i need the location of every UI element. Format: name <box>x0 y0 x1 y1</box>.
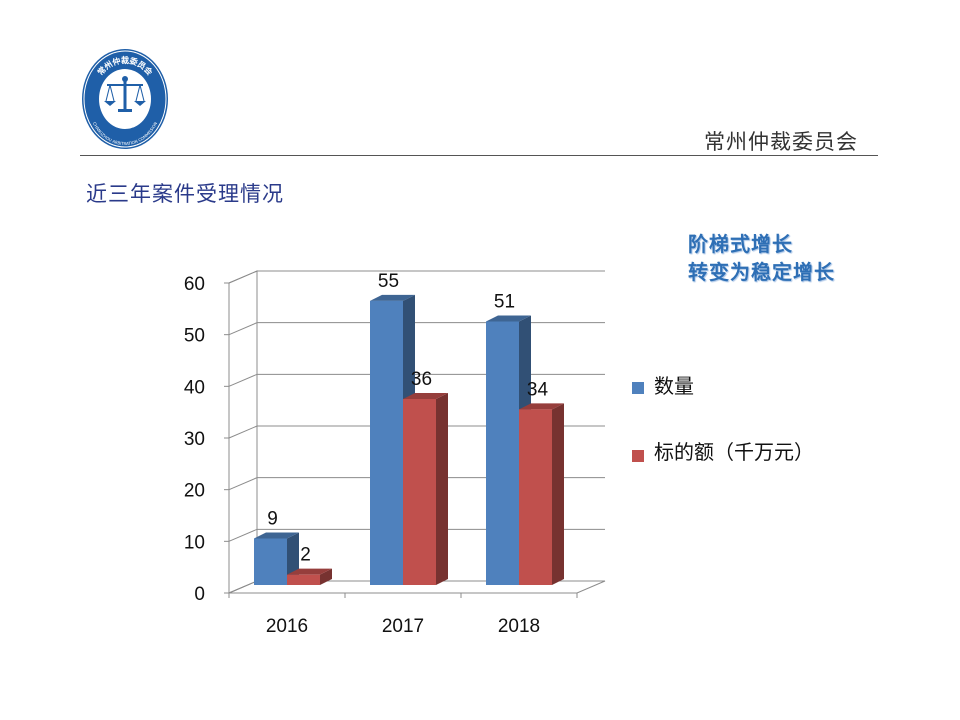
data-label: 34 <box>527 379 549 400</box>
y-tick-label: 20 <box>184 481 205 502</box>
y-tick-label: 0 <box>194 584 205 605</box>
y-tick-label: 40 <box>184 377 205 398</box>
bar-top <box>403 393 448 399</box>
bar-top <box>254 532 299 539</box>
y-tick-label: 30 <box>184 429 205 450</box>
bar <box>254 532 299 585</box>
bar-top <box>370 294 415 301</box>
legend-swatch-amount <box>632 450 644 462</box>
bar-front <box>254 538 287 585</box>
chart-labels: 0 10 20 30 40 50 60 2016 9 2 2017 55 36 2018 51 34 <box>184 271 549 637</box>
data-label: 36 <box>411 369 432 390</box>
legend-swatch-count <box>632 382 644 394</box>
y-tick-label: 10 <box>184 532 205 553</box>
y-tick-label: 60 <box>184 274 205 295</box>
gridline <box>228 322 605 336</box>
bar-side <box>552 403 564 585</box>
x-tick-label: 2016 <box>266 616 308 637</box>
x-tick-label: 2018 <box>498 616 540 637</box>
bar-front <box>486 321 519 585</box>
gridline <box>228 270 605 284</box>
bar-front <box>519 409 552 585</box>
callout-text: 阶梯式增长 转变为稳定增长 <box>688 230 835 286</box>
data-label: 2 <box>300 545 311 566</box>
data-label: 9 <box>267 509 278 530</box>
data-label: 55 <box>378 271 399 292</box>
bar-side <box>320 568 332 585</box>
bar-front <box>370 300 403 585</box>
arbitration-commission-logo: 常州仲裁委员会 CHANGZHOU ARBITRATION COMMISSION <box>82 49 168 149</box>
y-tick-label: 50 <box>184 326 205 347</box>
chart-bars <box>254 294 564 585</box>
bar <box>403 393 448 585</box>
bar-front <box>287 574 320 585</box>
x-tick-label: 2017 <box>382 616 424 637</box>
bar-side <box>436 393 448 585</box>
section-title: 近三年案件受理情况 <box>86 182 284 206</box>
bar-top <box>486 315 531 322</box>
chart-axes <box>224 282 578 598</box>
bar-top <box>287 568 332 575</box>
data-label: 51 <box>494 292 515 313</box>
organization-name: 常州仲裁委员会 <box>704 130 858 154</box>
bar-front <box>403 399 436 585</box>
bar <box>287 568 332 585</box>
legend-label-count: 数量 <box>654 374 694 398</box>
callout-line-1: 阶梯式增长 <box>688 232 793 256</box>
bar <box>519 403 564 585</box>
callout-line-2: 转变为稳定增长 <box>688 260 835 284</box>
header-divider <box>80 155 878 156</box>
bar-top <box>519 403 564 410</box>
legend-label-amount: 标的额（千万元） <box>654 440 814 464</box>
